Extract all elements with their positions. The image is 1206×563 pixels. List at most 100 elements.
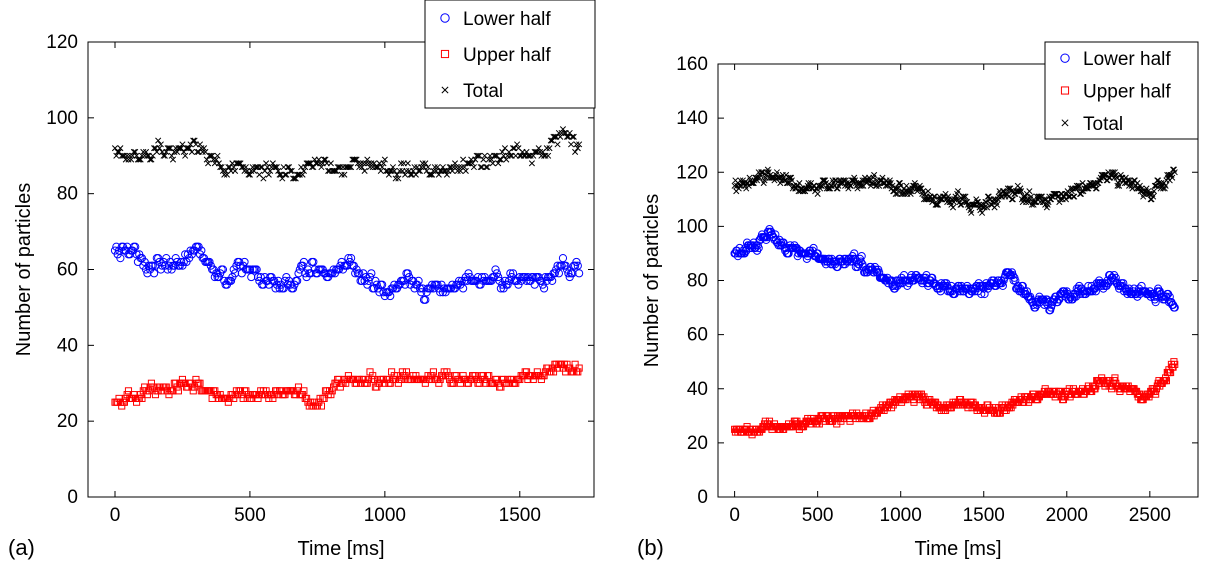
x-tick-label: 1000 [880,505,922,526]
data-point [273,164,280,171]
data-point [369,372,377,380]
data-point [371,276,380,285]
data-point [1111,174,1118,181]
data-point [576,141,583,148]
data-point [145,387,153,395]
data-point [933,201,940,208]
data-point [1023,198,1030,206]
data-point [205,160,212,167]
data-point [954,188,962,195]
data-point [288,284,298,293]
data-point [344,254,353,263]
y-tick-label: 80 [57,184,78,205]
data-point [148,156,155,163]
data-point [918,185,925,192]
y-tick-label: 60 [687,325,708,346]
data-point [1009,196,1016,203]
data-point [338,171,345,178]
data-point [1151,182,1158,189]
data-point [381,156,388,163]
data-point [475,379,483,387]
data-point [205,257,214,267]
data-point [485,372,493,380]
data-point [155,137,162,144]
data-point [427,280,437,289]
data-point [281,171,289,178]
x-axis-label-a: Time [ms] [297,538,384,560]
data-point [1008,196,1016,203]
data-point [506,269,515,278]
data-point [329,265,338,274]
data-point [396,167,403,174]
data-point [1167,368,1175,377]
data-point [285,164,293,171]
data-point [348,164,355,171]
data-point [179,257,188,267]
data-point [143,391,151,399]
data-point [758,169,765,176]
data-point [393,171,401,178]
data-point [294,171,301,178]
data-point [1171,169,1178,176]
data-point [1101,171,1108,179]
data-point [400,280,410,289]
data-point [949,204,957,211]
legend-markers-a [440,13,450,94]
data-point [857,252,866,261]
data-point [805,180,812,187]
data-point [379,288,388,297]
data-point [172,379,180,387]
legend-box-b [1044,41,1199,140]
data-points-a [110,126,584,410]
data-point [169,387,177,395]
data-point [275,167,282,174]
data-point [424,164,432,171]
data-point [492,269,501,278]
data-point [169,156,177,163]
data-point [497,156,504,163]
data-point [777,180,784,187]
data-point [132,148,139,156]
data-point [389,164,397,171]
data-point [128,156,135,163]
data-point [427,171,434,178]
data-point [215,160,222,167]
data-point [998,281,1007,291]
data-point [1092,185,1099,192]
data-point [893,185,900,192]
data-point [168,152,175,159]
data-point [1071,292,1081,301]
data-point [1011,276,1020,285]
data-point [334,164,341,171]
data-point [1065,193,1072,200]
data-point [363,280,372,289]
panel-label-b: (b) [637,535,664,560]
data-point [479,372,487,380]
data-point [765,169,772,176]
data-point [130,391,138,399]
data-point [165,145,173,152]
data-point [116,254,125,263]
data-point [404,160,411,167]
data-point [141,383,149,391]
data-point [892,190,899,197]
x-tick-label: 2500 [1129,505,1171,526]
data-point [1136,182,1143,189]
data-point [491,152,498,159]
data-point [473,152,480,159]
data-point [1015,188,1022,195]
data-point [471,372,479,380]
data-point [254,394,262,402]
data-point [321,156,328,163]
data-point [262,387,270,395]
data-point [962,193,969,200]
data-point [545,152,552,159]
data-point [456,164,463,171]
data-point [1075,182,1082,189]
data-point [186,246,195,255]
data-point [386,291,395,301]
data-point [313,402,321,410]
data-point [821,177,828,184]
data-point [529,272,538,282]
